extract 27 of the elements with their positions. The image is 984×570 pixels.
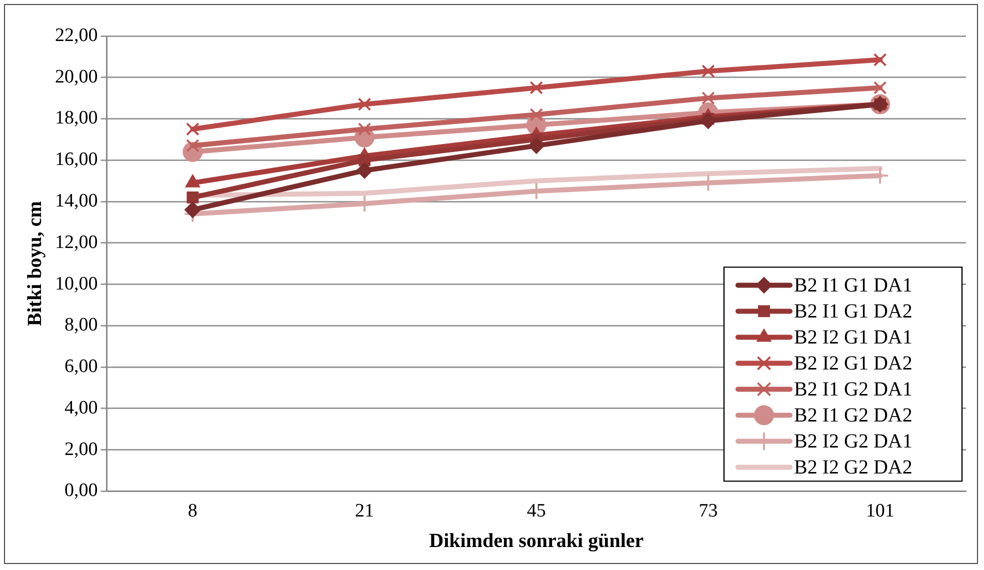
x-tick-label: 45 (526, 500, 546, 522)
y-tick-label: 4,00 (64, 397, 98, 418)
y-axis-title: Bitki boyu, cm (24, 200, 46, 326)
y-tick-label: 10,00 (55, 273, 98, 294)
y-tick-label: 2,00 (64, 438, 98, 460)
x-tick-label: 21 (355, 500, 374, 522)
legend-label: B2 I1 G1 DA1 (794, 274, 912, 296)
x-tick-label: 8 (188, 500, 198, 522)
y-tick-label: 22,00 (55, 24, 98, 46)
legend-label: B2 I1 G2 DA1 (794, 378, 912, 400)
x-axis-title: Dikimden sonraki günler (429, 530, 644, 552)
y-tick-label: 12,00 (55, 232, 98, 253)
y-tick-label: 0,00 (64, 480, 98, 502)
y-tick-label: 6,00 (64, 356, 98, 378)
y-tick-label: 16,00 (55, 149, 98, 170)
legend-label: B2 I1 G2 DA2 (794, 404, 912, 426)
legend-label: B2 I1 G1 DA2 (794, 300, 912, 322)
legend-label: B2 I2 G2 DA1 (794, 430, 912, 452)
legend-label: B2 I2 G1 DA1 (794, 326, 912, 348)
x-tick-label: 101 (866, 500, 894, 522)
y-tick-label: 8,00 (64, 314, 98, 336)
y-tick-label: 18,00 (55, 108, 98, 129)
legend-label: B2 I2 G2 DA2 (794, 456, 912, 478)
y-tick-label: 14,00 (55, 190, 98, 212)
x-tick-label: 73 (698, 500, 718, 522)
y-tick-label: 20,00 (55, 66, 98, 88)
legend-label: B2 I2 G1 DA2 (794, 352, 912, 374)
